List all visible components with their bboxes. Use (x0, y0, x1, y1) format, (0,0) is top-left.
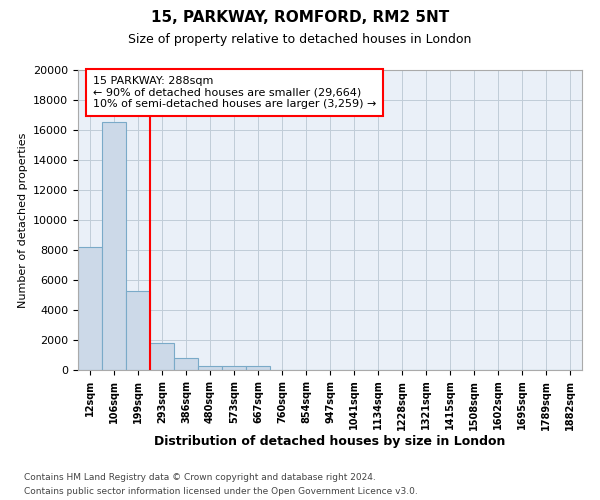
Bar (174, 358, 198, 370)
Text: Contains HM Land Registry data © Crown copyright and database right 2024.: Contains HM Land Registry data © Crown c… (24, 472, 376, 482)
X-axis label: Distribution of detached houses by size in London: Distribution of detached houses by size … (154, 436, 506, 448)
Bar (150, 343, 174, 370)
Bar (126, 290, 150, 370)
Bar (222, 366, 246, 370)
Y-axis label: Number of detached properties: Number of detached properties (17, 132, 28, 308)
Bar (102, 122, 126, 370)
Bar (198, 366, 222, 370)
Bar (78, 247, 102, 370)
Text: Size of property relative to detached houses in London: Size of property relative to detached ho… (128, 32, 472, 46)
Text: Contains public sector information licensed under the Open Government Licence v3: Contains public sector information licen… (24, 488, 418, 496)
Text: 15 PARKWAY: 288sqm
← 90% of detached houses are smaller (29,664)
10% of semi-det: 15 PARKWAY: 288sqm ← 90% of detached hou… (93, 76, 376, 109)
Text: 15, PARKWAY, ROMFORD, RM2 5NT: 15, PARKWAY, ROMFORD, RM2 5NT (151, 10, 449, 25)
Bar (246, 366, 270, 370)
